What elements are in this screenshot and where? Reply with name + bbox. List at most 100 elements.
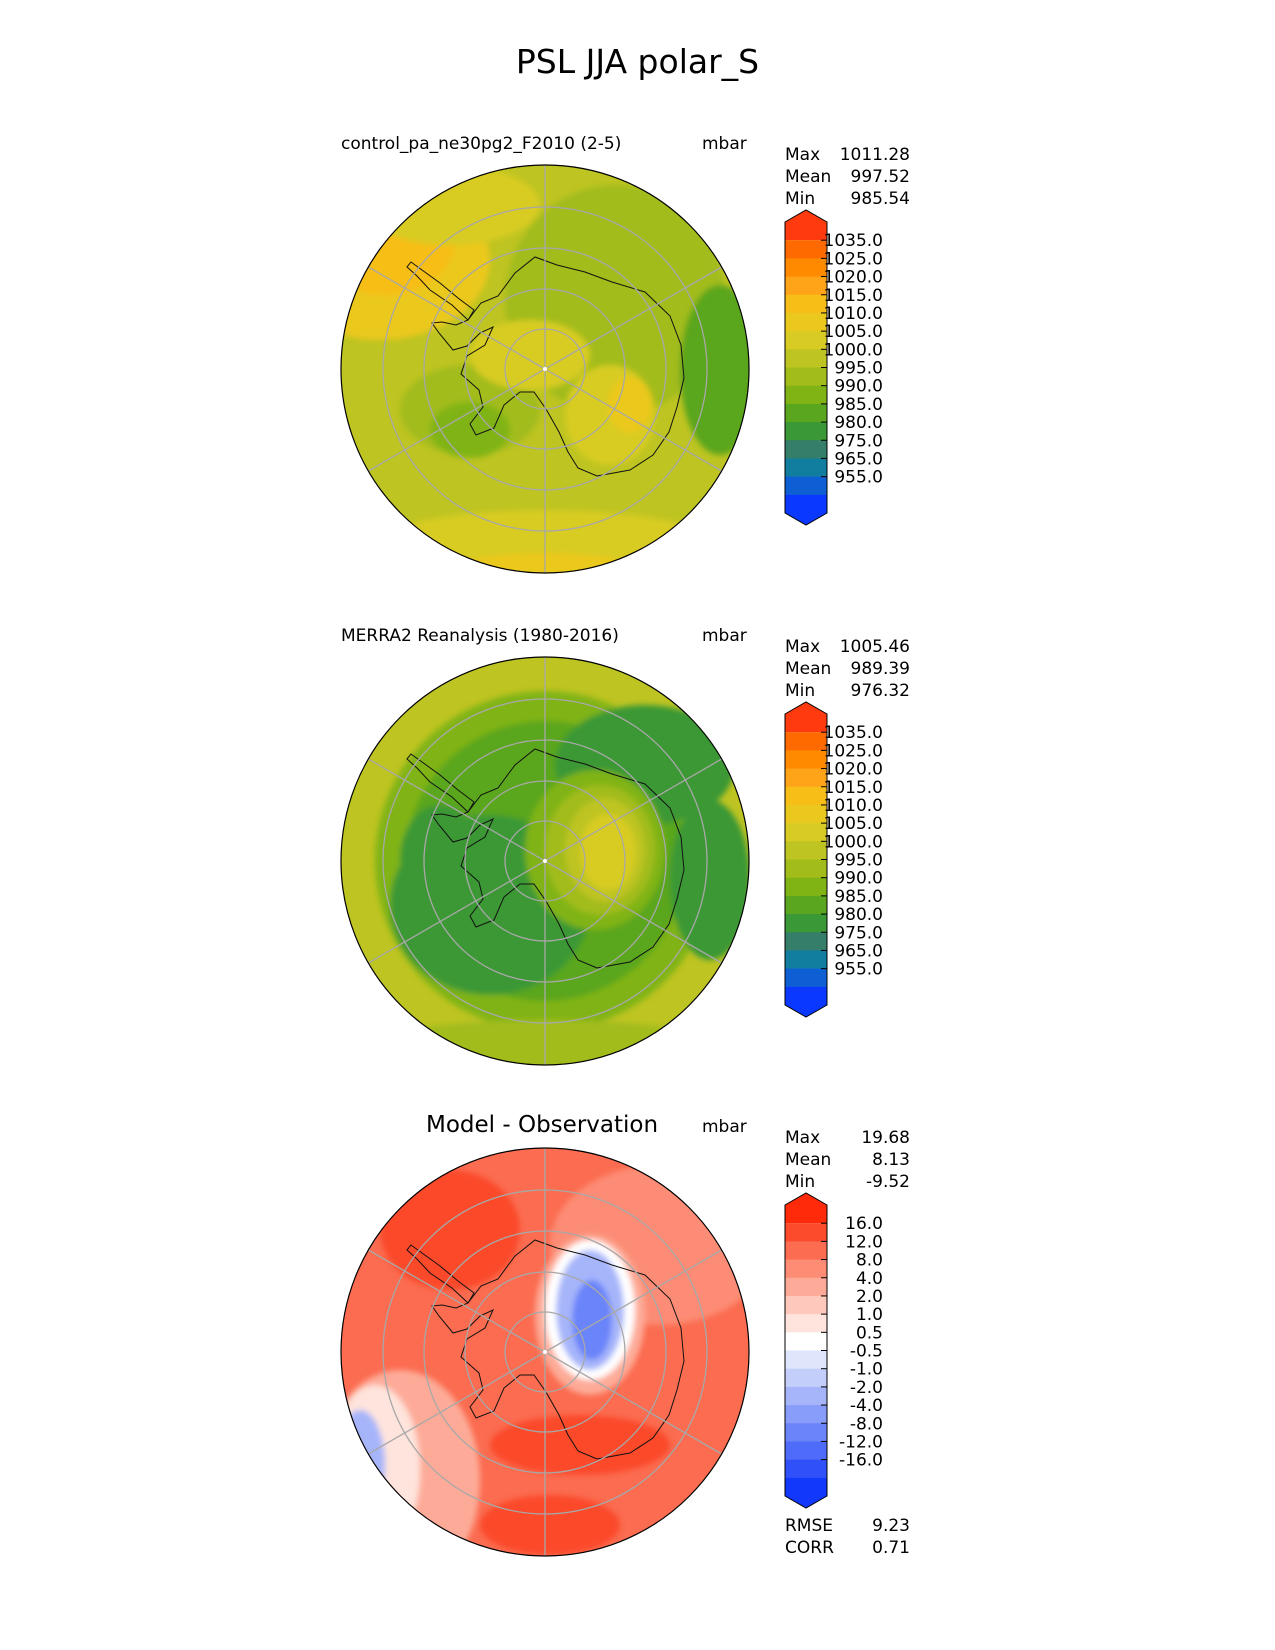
stat-value: 989.39 xyxy=(850,659,910,679)
colorbar-swatch xyxy=(785,914,827,933)
colorbar-tick-label: 995.0 xyxy=(834,359,883,379)
map-fill-field xyxy=(580,814,636,890)
colorbar-extend-high xyxy=(785,702,827,733)
colorbar-tick-label: 1035.0 xyxy=(824,231,883,251)
colorbar-tick-label: 1020.0 xyxy=(824,760,883,780)
colorbar-tick-label: 1005.0 xyxy=(824,322,883,342)
colorbar-swatch xyxy=(785,841,827,860)
map-fill-field xyxy=(670,800,749,960)
colorbar-tick-label: -16.0 xyxy=(839,1451,883,1471)
panel-1-map xyxy=(341,165,749,573)
stat-value: 0.71 xyxy=(872,1538,910,1558)
map-border xyxy=(340,164,750,574)
stat-label: CORR xyxy=(785,1538,834,1558)
colorbar-tick-label: 4.0 xyxy=(856,1269,883,1289)
stat-label: RMSE xyxy=(785,1516,834,1536)
colorbar-tick-label: 985.0 xyxy=(834,395,883,415)
stat-value: 985.54 xyxy=(850,189,910,209)
stat-label: Mean xyxy=(785,659,832,679)
map-border xyxy=(340,656,750,1066)
colorbar-tick-label: 965.0 xyxy=(834,449,883,469)
colorbar-swatch xyxy=(785,1332,827,1351)
meridian-line xyxy=(544,860,722,964)
meridian-line xyxy=(544,1351,722,1455)
colorbar-tick-label: 16.0 xyxy=(845,1214,883,1234)
colorbar-layer: 1035.01025.01020.01015.01010.01005.01000… xyxy=(784,209,883,1509)
colorbar-swatch xyxy=(785,1368,827,1388)
panel-2-stat-max: Max 1005.46 xyxy=(785,637,910,659)
stat-value: 1005.46 xyxy=(839,637,910,657)
panel-2-stat-min: Min 976.32 xyxy=(785,681,910,703)
panel-1-name: control_pa_ne30pg2_F2010 (2-5) xyxy=(341,134,622,154)
colorbar-tick-label: 990.0 xyxy=(834,869,883,889)
stat-label: Min xyxy=(785,189,816,209)
stat-label: Mean xyxy=(785,1150,832,1170)
stat-label: Mean xyxy=(785,167,832,187)
panel-3-graticule xyxy=(340,1147,750,1557)
stat-value: 976.32 xyxy=(850,681,910,701)
colorbar-swatch xyxy=(785,1423,827,1442)
colorbar-swatch xyxy=(785,895,827,915)
stat-value: -9.52 xyxy=(866,1172,910,1192)
stat-label: Min xyxy=(785,1172,816,1192)
panel-1-stat-min: Min 985.54 xyxy=(785,189,910,211)
peninsula-outline xyxy=(406,261,475,321)
colorbar-swatch xyxy=(785,786,827,806)
colorbar-swatch xyxy=(785,331,827,350)
panel-1-stat-max: Max 1011.28 xyxy=(785,145,910,167)
colorbar-swatch xyxy=(785,823,827,842)
panel-2-units: mbar xyxy=(702,626,747,646)
colorbar-extend-high xyxy=(785,1193,827,1224)
map-fill-field xyxy=(680,285,749,455)
meridian-line xyxy=(544,266,722,370)
figure-title: PSL JJA polar_S xyxy=(515,42,760,81)
colorbar-swatch xyxy=(785,1241,827,1261)
colorbar-tick-label: 12.0 xyxy=(845,1232,883,1252)
panel-3-units: mbar xyxy=(702,1117,747,1137)
meridian-line xyxy=(368,758,546,862)
meridian-line xyxy=(368,266,546,370)
colorbar-swatch xyxy=(785,950,827,970)
colorbar-swatch xyxy=(785,768,827,788)
colorbar-tick-label: 0.5 xyxy=(856,1323,883,1343)
panel-1-stat-mean: Mean 997.52 xyxy=(785,167,910,189)
colorbar-tick-label: 1015.0 xyxy=(824,286,883,306)
panel-2-stat-mean: Mean 989.39 xyxy=(785,659,910,681)
panel-3-colorbar: 16.012.08.04.02.01.00.5-0.5-1.0-2.0-4.0-… xyxy=(784,1192,883,1509)
colorbar-swatch xyxy=(785,1386,827,1406)
colorbar-outline xyxy=(784,701,828,1018)
colorbar-tick-label: -12.0 xyxy=(839,1432,883,1452)
colorbar-tick-label: 1010.0 xyxy=(824,796,883,816)
meridian-line xyxy=(368,860,546,964)
stat-label: Max xyxy=(785,1128,821,1148)
map-fill-field xyxy=(470,320,590,390)
colorbar-tick-label: -0.5 xyxy=(850,1342,883,1362)
stat-value: 1011.28 xyxy=(839,145,910,165)
peninsula-outline xyxy=(406,1244,475,1304)
colorbar-tick-label: 975.0 xyxy=(834,431,883,451)
stat-value: 9.23 xyxy=(872,1516,910,1536)
colorbar-tick-label: -4.0 xyxy=(850,1396,883,1416)
colorbar-swatch xyxy=(785,476,827,496)
map-border xyxy=(340,1147,750,1557)
stat-label: Max xyxy=(785,145,821,165)
panel-2-graticule xyxy=(340,656,750,1066)
colorbar-tick-label: 965.0 xyxy=(834,941,883,961)
colorbar-swatch xyxy=(785,422,827,441)
colorbar-swatch xyxy=(785,367,827,387)
colorbar-swatch xyxy=(785,968,827,988)
panel-3-stat-mean: Mean 8.13 xyxy=(785,1150,910,1172)
colorbar-swatch xyxy=(785,804,827,824)
colorbar-swatch xyxy=(785,859,827,879)
colorbar-outline xyxy=(784,209,828,526)
colorbar-extend-low xyxy=(785,494,827,525)
colorbar-tick-label: -8.0 xyxy=(850,1414,883,1434)
panel-3-stat-corr: CORR 0.71 xyxy=(785,1538,910,1560)
colorbar-tick-label: 990.0 xyxy=(834,377,883,397)
colorbar-tick-label: 1005.0 xyxy=(824,814,883,834)
colorbar-swatch xyxy=(785,458,827,478)
colorbar-tick-label: 1025.0 xyxy=(824,249,883,269)
colorbar-swatch xyxy=(785,1277,827,1297)
map-fill-field xyxy=(490,1415,670,1475)
colorbar-outline xyxy=(784,1192,828,1509)
